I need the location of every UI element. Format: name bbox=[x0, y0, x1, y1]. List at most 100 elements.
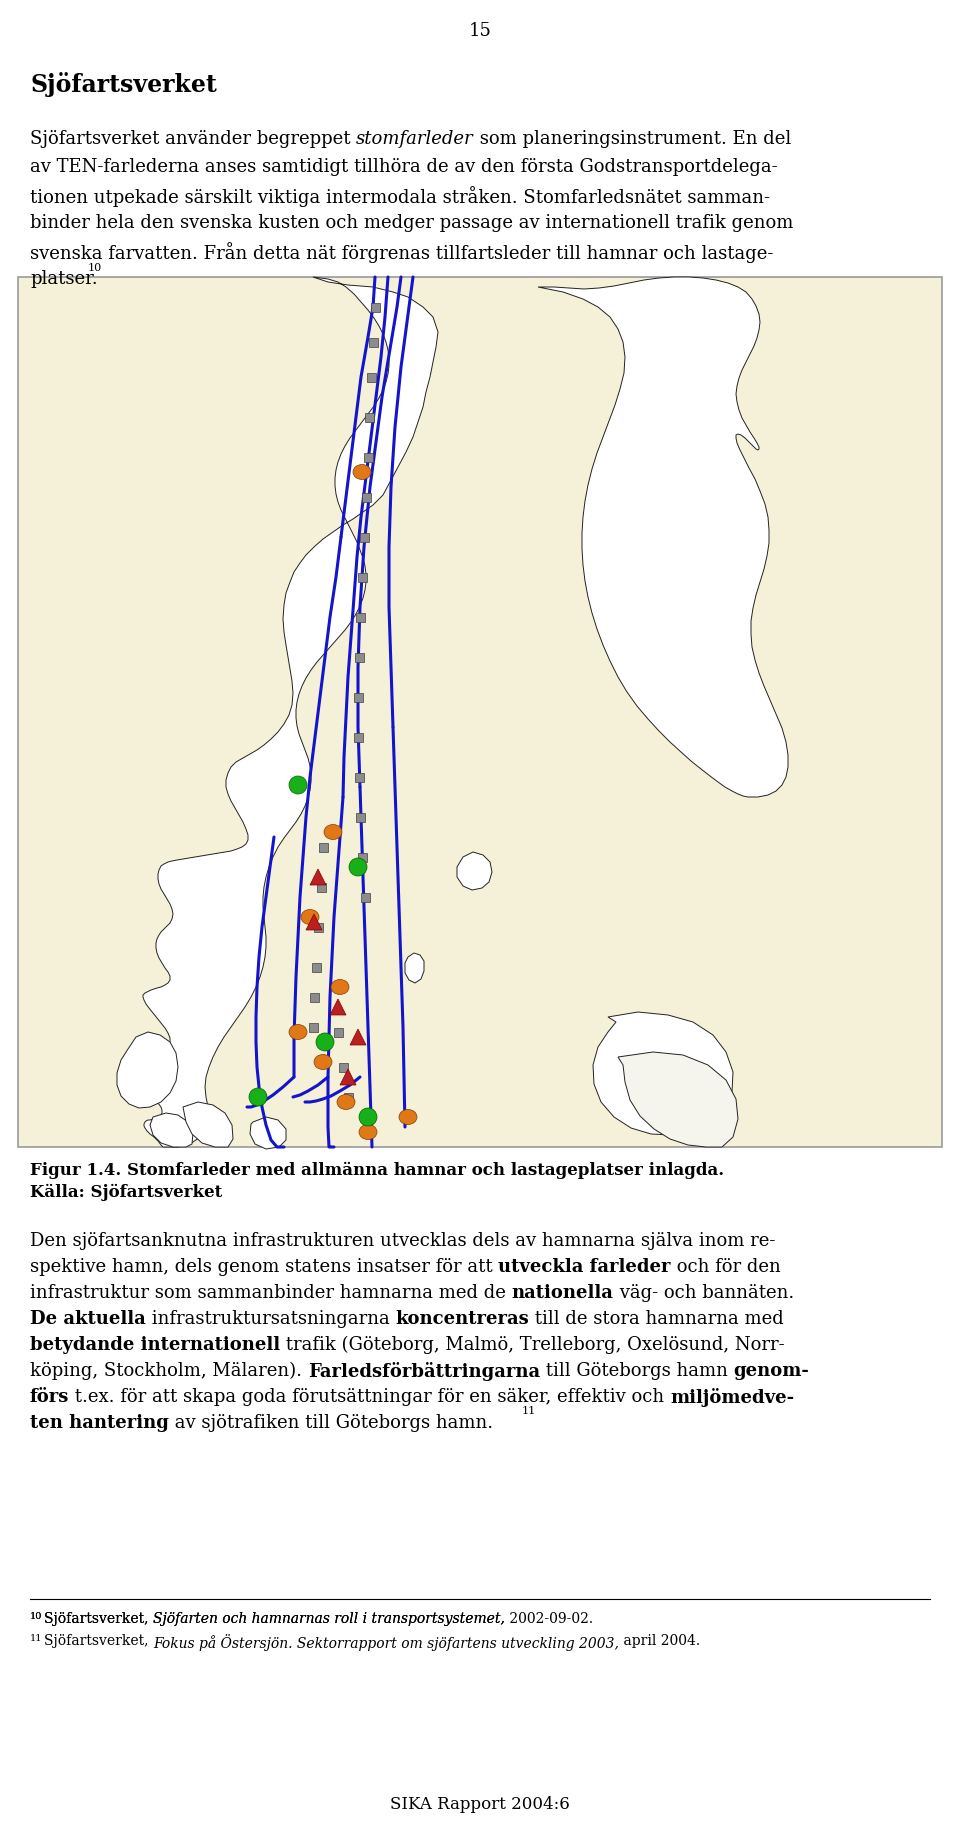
Polygon shape bbox=[457, 853, 492, 890]
Bar bbox=[365, 414, 374, 423]
Text: Sjöfartsverket,: Sjöfartsverket, bbox=[44, 1612, 154, 1624]
Text: ten hantering: ten hantering bbox=[30, 1413, 169, 1431]
Bar bbox=[18, 277, 942, 1147]
Bar bbox=[310, 994, 319, 1003]
Bar bbox=[355, 773, 364, 782]
Bar bbox=[354, 693, 363, 702]
Polygon shape bbox=[618, 1052, 738, 1147]
Bar bbox=[361, 893, 370, 902]
Text: väg- och bannäten.: väg- och bannäten. bbox=[613, 1283, 794, 1302]
Text: 10: 10 bbox=[30, 1612, 42, 1621]
Polygon shape bbox=[340, 1070, 356, 1085]
Bar bbox=[362, 494, 371, 503]
Bar bbox=[358, 853, 367, 862]
Bar bbox=[339, 1063, 348, 1072]
Bar bbox=[319, 844, 328, 853]
Bar bbox=[358, 574, 367, 583]
Polygon shape bbox=[183, 1103, 233, 1147]
Text: spektive hamn, dels genom statens insatser för att: spektive hamn, dels genom statens insats… bbox=[30, 1258, 498, 1276]
Text: De aktuella: De aktuella bbox=[30, 1309, 146, 1327]
Ellipse shape bbox=[314, 1056, 332, 1070]
Text: som planeringsinstrument. En del: som planeringsinstrument. En del bbox=[474, 129, 791, 148]
Text: Den sjöfartsanknutna infrastrukturen utvecklas dels av hamnarna själva inom re-: Den sjöfartsanknutna infrastrukturen utv… bbox=[30, 1231, 776, 1249]
Text: svenska farvatten. Från detta nät förgrenas tillfartsleder till hamnar och lasta: svenska farvatten. Från detta nät förgre… bbox=[30, 242, 774, 263]
Ellipse shape bbox=[353, 465, 371, 479]
Text: och för den: och för den bbox=[671, 1258, 780, 1276]
Text: genom-: genom- bbox=[733, 1362, 809, 1380]
Text: koncentreras: koncentreras bbox=[396, 1309, 529, 1327]
Text: 10: 10 bbox=[30, 1612, 42, 1621]
Text: miljömedve-: miljömedve- bbox=[670, 1387, 794, 1406]
Ellipse shape bbox=[289, 1025, 307, 1039]
Bar bbox=[356, 813, 365, 822]
Text: till Göteborgs hamn: till Göteborgs hamn bbox=[540, 1362, 733, 1380]
Polygon shape bbox=[306, 915, 322, 930]
Text: t.ex. för att skapa goda förutsättningar för en säker, effektiv och: t.ex. för att skapa goda förutsättningar… bbox=[69, 1387, 670, 1406]
Text: nationella: nationella bbox=[512, 1283, 613, 1302]
Text: binder hela den svenska kusten och medger passage av internationell trafik genom: binder hela den svenska kusten och medge… bbox=[30, 213, 793, 232]
Text: av TEN-farlederna anses samtidigt tillhöra de av den första Godstransportdelega-: av TEN-farlederna anses samtidigt tillhö… bbox=[30, 159, 778, 175]
Ellipse shape bbox=[337, 1096, 355, 1110]
Bar bbox=[354, 733, 363, 742]
Text: 2002-09-02.: 2002-09-02. bbox=[505, 1612, 593, 1624]
Bar bbox=[371, 304, 380, 314]
Polygon shape bbox=[117, 1032, 178, 1108]
Circle shape bbox=[289, 777, 307, 795]
Bar bbox=[355, 654, 364, 662]
Bar bbox=[344, 1094, 353, 1103]
Text: av sjötrafiken till Göteborgs hamn.: av sjötrafiken till Göteborgs hamn. bbox=[169, 1413, 493, 1431]
Text: Sjöfartsverket,: Sjöfartsverket, bbox=[44, 1633, 154, 1648]
Bar bbox=[367, 374, 376, 383]
Text: Farledsförbättringarna: Farledsförbättringarna bbox=[308, 1362, 540, 1380]
Text: infrastruktur som sammanbinder hamnarna med de: infrastruktur som sammanbinder hamnarna … bbox=[30, 1283, 512, 1302]
Text: tionen utpekade särskilt viktiga intermodala stråken. Stomfarledsnätet samman-: tionen utpekade särskilt viktiga intermo… bbox=[30, 186, 770, 206]
Circle shape bbox=[316, 1034, 334, 1052]
Bar bbox=[317, 884, 326, 893]
Bar bbox=[334, 1028, 343, 1037]
Text: Fokus på Östersjön. Sektorrapport om sjöfartens utveckling 2003,: Fokus på Östersjön. Sektorrapport om sjö… bbox=[154, 1633, 619, 1650]
Polygon shape bbox=[405, 953, 424, 983]
Text: till de stora hamnarna med: till de stora hamnarna med bbox=[529, 1309, 783, 1327]
Text: betydande internationell: betydande internationell bbox=[30, 1334, 280, 1353]
Ellipse shape bbox=[399, 1110, 417, 1125]
Text: 11: 11 bbox=[30, 1633, 42, 1643]
Circle shape bbox=[359, 1108, 377, 1127]
Bar bbox=[369, 339, 378, 348]
Ellipse shape bbox=[301, 910, 319, 924]
Ellipse shape bbox=[359, 1125, 377, 1139]
Text: Sjöfarten och hamnarnas roll i transportsystemet,: Sjöfarten och hamnarnas roll i transport… bbox=[154, 1612, 505, 1624]
Polygon shape bbox=[310, 870, 326, 886]
Text: 11: 11 bbox=[522, 1406, 537, 1415]
Bar bbox=[360, 534, 369, 543]
Polygon shape bbox=[538, 277, 788, 798]
Text: Sjöfartsverket,: Sjöfartsverket, bbox=[44, 1612, 154, 1624]
Text: platser.: platser. bbox=[30, 270, 98, 288]
Text: Sjöfartsverket använder begreppet: Sjöfartsverket använder begreppet bbox=[30, 129, 356, 148]
Ellipse shape bbox=[331, 981, 349, 995]
Text: Sjöfartsverket: Sjöfartsverket bbox=[30, 71, 217, 97]
Text: 10: 10 bbox=[88, 263, 103, 273]
Polygon shape bbox=[137, 277, 438, 1147]
Bar bbox=[312, 964, 321, 972]
Polygon shape bbox=[250, 1117, 286, 1148]
Polygon shape bbox=[593, 1012, 733, 1136]
Polygon shape bbox=[330, 999, 346, 1015]
Text: 15: 15 bbox=[468, 22, 492, 40]
Polygon shape bbox=[350, 1030, 366, 1045]
Polygon shape bbox=[150, 1114, 193, 1147]
Text: SIKA Rapport 2004:6: SIKA Rapport 2004:6 bbox=[390, 1796, 570, 1812]
Bar bbox=[356, 614, 365, 623]
Text: april 2004.: april 2004. bbox=[619, 1633, 701, 1648]
Text: Figur 1.4. Stomfarleder med allmänna hamnar och lastageplatser inlagda.: Figur 1.4. Stomfarleder med allmänna ham… bbox=[30, 1161, 724, 1178]
Text: stomfarleder: stomfarleder bbox=[356, 129, 474, 148]
Ellipse shape bbox=[324, 826, 342, 840]
Text: Källa: Sjöfartsverket: Källa: Sjöfartsverket bbox=[30, 1183, 223, 1201]
Circle shape bbox=[349, 859, 367, 877]
Circle shape bbox=[249, 1088, 267, 1107]
Bar bbox=[364, 454, 373, 463]
Text: trafik (Göteborg, Malmö, Trelleborg, Oxelösund, Norr-: trafik (Göteborg, Malmö, Trelleborg, Oxe… bbox=[280, 1334, 784, 1353]
Text: utveckla farleder: utveckla farleder bbox=[498, 1258, 671, 1276]
Text: infrastruktursatsningarna: infrastruktursatsningarna bbox=[146, 1309, 396, 1327]
Text: köping, Stockholm, Mälaren).: köping, Stockholm, Mälaren). bbox=[30, 1362, 308, 1380]
Text: Sjöfarten och hamnarnas roll i transportsystemet,: Sjöfarten och hamnarnas roll i transport… bbox=[154, 1612, 505, 1624]
